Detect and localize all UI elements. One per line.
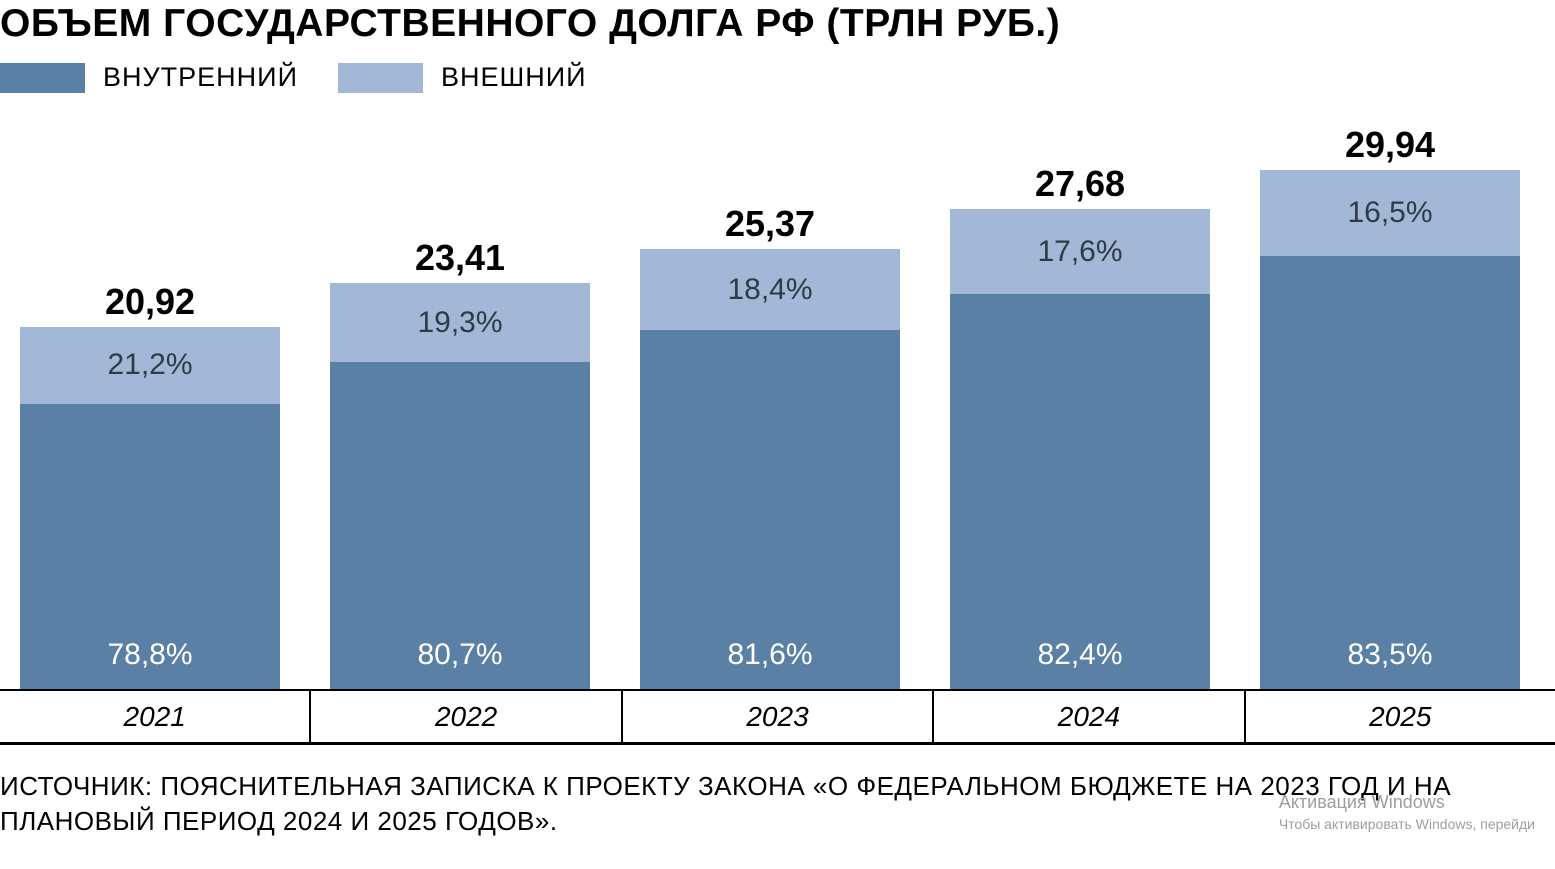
x-axis: 20212022202320242025 — [0, 689, 1555, 745]
bar-segment-internal-label: 83,5% — [1347, 638, 1432, 672]
chart-area: 20,92 21,2% 78,8% 23,41 19,3% 80,7% 25,37 18,4%… — [0, 120, 1555, 745]
bar-segment-external-label: 21,2% — [107, 348, 192, 382]
bar-segment-external: 19,3% — [330, 283, 590, 361]
bar-segment-internal: 82,4% — [950, 294, 1210, 690]
legend-item-external: ВНЕШНИЙ — [338, 62, 587, 93]
chart-title: ОБЪЕМ ГОСУДАРСТВЕННОГО ДОЛГА РФ (ТРЛН РУ… — [0, 2, 1060, 46]
bar-column: 27,6817,6%82,4% — [950, 209, 1210, 690]
bar-segment-internal: 78,8% — [20, 404, 280, 690]
bar-segment-internal-label: 82,4% — [1037, 638, 1122, 672]
windows-activation-watermark: Активация Windows Чтобы активировать Win… — [1279, 791, 1535, 833]
bar-total-label: 25,37 — [725, 203, 815, 245]
x-axis-label: 2025 — [1246, 691, 1555, 742]
bar-segment-external: 17,6% — [950, 209, 1210, 294]
x-axis-label: 2023 — [623, 691, 934, 742]
bar-column: 20,9221,2%78,8% — [20, 327, 280, 690]
bar-segment-internal: 81,6% — [640, 330, 900, 690]
bar-segment-internal: 80,7% — [330, 362, 590, 690]
bar-segment-external: 18,4% — [640, 249, 900, 330]
bar-segment-external-label: 16,5% — [1347, 196, 1432, 230]
bar-segment-external-label: 18,4% — [727, 273, 812, 307]
bar-segment-internal-label: 78,8% — [107, 638, 192, 672]
bar-segment-external: 16,5% — [1260, 170, 1520, 256]
bar-segment-external-label: 17,6% — [1037, 235, 1122, 269]
legend-label-external: ВНЕШНИЙ — [441, 62, 587, 93]
watermark-line1: Активация Windows — [1279, 791, 1535, 814]
bar-total-label: 27,68 — [1035, 163, 1125, 205]
bar-segment-external: 21,2% — [20, 327, 280, 404]
bar-segment-internal-label: 80,7% — [417, 638, 502, 672]
x-axis-label: 2021 — [0, 691, 311, 742]
x-axis-label: 2024 — [934, 691, 1245, 742]
legend-label-internal: ВНУТРЕННИЙ — [103, 62, 298, 93]
bar-column: 25,3718,4%81,6% — [640, 249, 900, 690]
bar-total-label: 20,92 — [105, 281, 195, 323]
x-axis-label: 2022 — [311, 691, 622, 742]
legend-swatch-internal — [0, 63, 85, 93]
legend-swatch-external — [338, 63, 423, 93]
bar-segment-internal-label: 81,6% — [727, 638, 812, 672]
bar-segment-internal: 83,5% — [1260, 256, 1520, 690]
legend-item-internal: ВНУТРЕННИЙ — [0, 62, 298, 93]
bar-column: 29,9416,5%83,5% — [1260, 170, 1520, 690]
watermark-line2: Чтобы активировать Windows, перейди — [1279, 815, 1535, 833]
legend: ВНУТРЕННИЙ ВНЕШНИЙ — [0, 62, 587, 93]
bar-segment-external-label: 19,3% — [417, 306, 502, 340]
bar-total-label: 23,41 — [415, 237, 505, 279]
bars-container: 20,92 21,2% 78,8% 23,41 19,3% 80,7% 25,37 18,4%… — [0, 130, 1555, 690]
bar-total-label: 29,94 — [1345, 124, 1435, 166]
bar-column: 23,4119,3%80,7% — [330, 283, 590, 690]
